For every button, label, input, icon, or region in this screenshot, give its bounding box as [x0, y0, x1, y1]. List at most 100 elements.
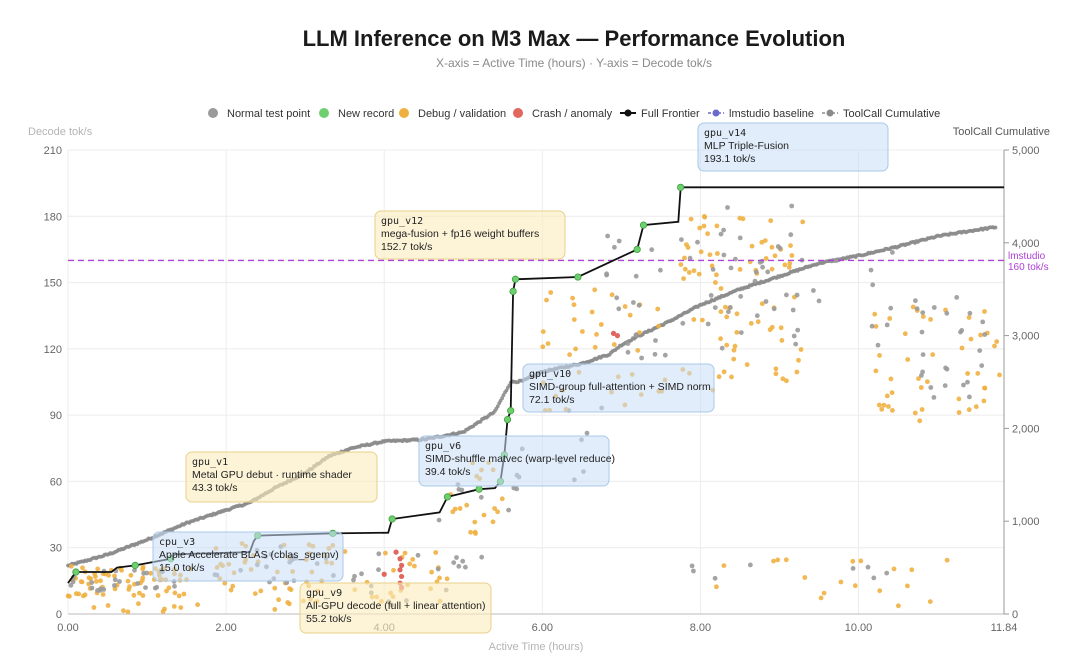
debug-point — [682, 255, 687, 261]
y2-tick-label: 4,000 — [1012, 238, 1040, 250]
debug-point — [965, 371, 970, 376]
debug-point — [450, 509, 456, 515]
annotation-desc: All-GPU decode (full + linear attention) — [306, 600, 485, 612]
annotation-value: 39.4 tok/s — [425, 466, 471, 478]
debug-point — [383, 550, 388, 556]
legend-label: Normal test point — [227, 108, 310, 120]
debug-point — [771, 558, 776, 564]
x-tick-label: 8.00 — [690, 622, 711, 634]
normal-point — [788, 232, 794, 238]
debug-point — [164, 588, 169, 594]
annotation-name: gpu_v9 — [306, 588, 342, 599]
debug-point — [787, 261, 793, 266]
debug-point — [125, 609, 131, 615]
y-tick-label: 30 — [50, 543, 62, 555]
debug-point — [782, 262, 788, 268]
debug-point — [944, 557, 950, 563]
debug-point — [997, 372, 1002, 378]
debug-point — [100, 592, 106, 597]
debug-point — [112, 573, 117, 579]
debug-point — [571, 302, 577, 308]
normal-point — [965, 379, 970, 385]
toolcall-point — [501, 393, 506, 398]
debug-point — [492, 506, 497, 511]
normal-point — [478, 494, 484, 500]
debug-point — [744, 362, 750, 367]
normal-point — [789, 203, 795, 209]
normal-point — [977, 348, 983, 353]
normal-point — [652, 351, 658, 357]
normal-point — [636, 302, 642, 308]
debug-point — [723, 304, 728, 310]
normal-point — [931, 305, 937, 310]
debug-point — [879, 406, 885, 412]
record-point — [72, 568, 80, 576]
debug-point — [724, 314, 730, 320]
normal-point — [954, 295, 960, 300]
legend-label: lmstudio baseline — [729, 108, 814, 120]
normal-point — [888, 305, 894, 311]
debug-point — [433, 550, 439, 555]
debug-point — [702, 214, 708, 220]
normal-point — [712, 575, 718, 581]
debug-point — [65, 593, 71, 599]
y-tick-label: 90 — [50, 410, 62, 422]
legend-item: Full Frontier — [620, 108, 700, 120]
debug-point — [407, 561, 413, 567]
debug-point — [598, 322, 604, 327]
normal-point — [763, 299, 769, 304]
normal-point — [680, 320, 686, 326]
debug-point — [748, 321, 754, 326]
record-point — [509, 287, 517, 296]
annotation-box — [697, 122, 889, 172]
debug-point — [877, 353, 882, 358]
debug-point — [682, 266, 688, 272]
debug-point — [968, 336, 974, 342]
normal-point — [719, 345, 725, 351]
debug-point — [701, 223, 707, 229]
debug-point — [230, 583, 236, 589]
normal-point — [738, 330, 744, 335]
normal-point — [928, 385, 934, 390]
y2-tick-label: 3,000 — [1012, 331, 1040, 343]
normal-point — [691, 568, 696, 574]
annotation-value: 72.1 tok/s — [529, 394, 575, 406]
annotation-value: 55.2 tok/s — [306, 613, 352, 625]
normal-point — [459, 487, 465, 493]
debug-point — [981, 398, 987, 404]
normal-point — [612, 244, 617, 250]
y-tick-label: 210 — [44, 145, 62, 157]
debug-point — [759, 239, 765, 245]
crash-point — [393, 549, 399, 555]
debug-point — [755, 319, 761, 325]
annotation-desc: Apple Accelerate BLAS (cblas_sgemv) — [159, 549, 339, 561]
normal-point — [662, 352, 668, 358]
annotation-box — [418, 435, 610, 487]
record-point — [639, 221, 648, 229]
debug-point — [468, 529, 473, 535]
normal-point — [982, 332, 988, 337]
debug-point — [444, 576, 450, 582]
debug-point — [775, 557, 781, 563]
legend-swatch — [399, 108, 409, 118]
debug-point — [127, 584, 132, 589]
legend-swatch — [208, 108, 218, 118]
debug-point — [732, 343, 738, 349]
debug-point — [106, 572, 111, 578]
debug-point — [773, 366, 779, 372]
toolcall-point — [500, 396, 504, 401]
debug-point — [678, 262, 684, 267]
debug-point — [789, 253, 795, 258]
normal-point — [728, 265, 734, 271]
debug-point — [818, 595, 824, 601]
normal-point — [979, 363, 985, 368]
normal-point — [728, 305, 733, 310]
legend-label: Crash / anomaly — [532, 108, 613, 120]
debug-point — [794, 369, 800, 375]
normal-point — [712, 305, 718, 310]
record-point — [443, 493, 452, 501]
debug-point — [724, 342, 730, 348]
debug-point — [715, 251, 720, 256]
